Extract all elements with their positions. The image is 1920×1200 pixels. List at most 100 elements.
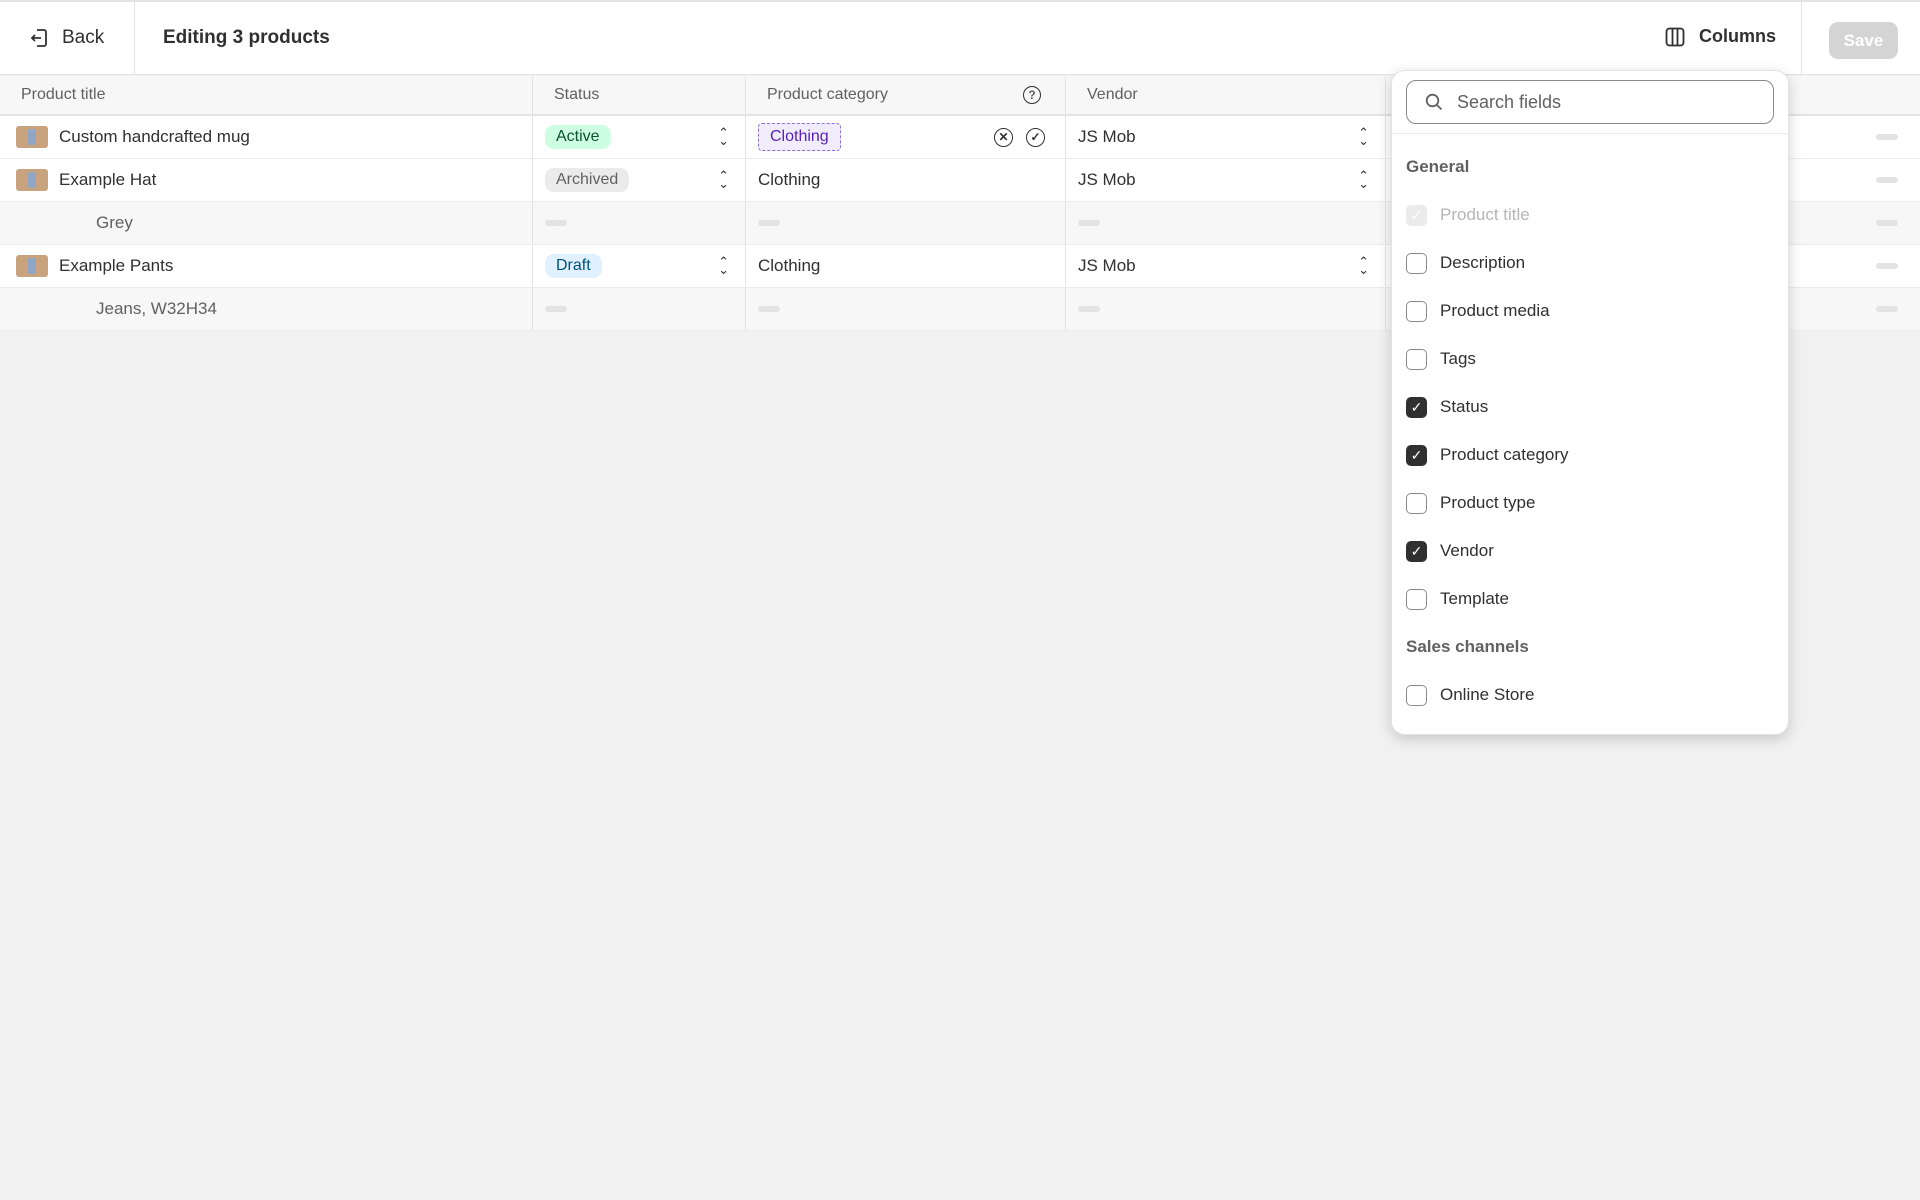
divider — [1392, 133, 1788, 134]
column-option-label: Product media — [1440, 301, 1550, 320]
empty-dash — [1876, 220, 1898, 226]
extra-cell — [1386, 288, 1920, 330]
vendor-value: JS Mob — [1078, 127, 1136, 146]
column-option[interactable]: Product media — [1392, 287, 1788, 335]
column-option[interactable]: Tags — [1392, 335, 1788, 383]
column-header-status: Status — [533, 76, 746, 114]
variant-title[interactable]: Grey — [0, 202, 533, 244]
columns-icon — [1665, 27, 1685, 46]
columns-label: Columns — [1699, 26, 1777, 46]
product-thumbnail — [16, 169, 48, 191]
help-icon[interactable]: ? — [1023, 86, 1041, 104]
column-header-vendor: Vendor — [1066, 76, 1386, 114]
product-title: Example Hat — [59, 170, 157, 189]
status-cell-empty — [533, 202, 746, 244]
select-chevron-icon: ⌃ ⌄ — [1358, 254, 1369, 277]
vendor-select[interactable]: JS Mob ⌃ ⌄ — [1066, 116, 1386, 158]
column-option-label: Product type — [1440, 493, 1536, 512]
category-cell-empty — [746, 288, 1066, 330]
product-title-cell[interactable]: Example Pants — [0, 245, 533, 287]
columns-button[interactable]: Columns — [1665, 26, 1776, 47]
column-header-label: Product category — [767, 86, 888, 103]
page-title: Editing 3 products — [163, 27, 330, 48]
checkbox[interactable]: ✓ — [1406, 396, 1427, 418]
status-badge: Active — [545, 125, 611, 149]
checkbox[interactable] — [1406, 348, 1427, 370]
category-cell[interactable]: Clothing ✕ ✓ — [746, 116, 1066, 158]
extra-cell — [1386, 245, 1920, 287]
clear-icon[interactable]: ✕ — [994, 127, 1013, 147]
vendor-select[interactable]: JS Mob ⌃ ⌄ — [1066, 159, 1386, 201]
select-chevron-icon: ⌃ ⌄ — [718, 125, 729, 148]
empty-dash — [545, 306, 567, 312]
empty-dash — [758, 306, 780, 312]
empty-dash — [1876, 134, 1898, 140]
top-bar: Back Editing 3 products Columns Save — [0, 0, 1920, 77]
save-button[interactable]: Save — [1829, 22, 1898, 59]
category-cell[interactable]: Clothing — [746, 159, 1066, 201]
checkbox[interactable] — [1406, 492, 1427, 514]
status-select[interactable]: Draft ⌃ ⌄ — [533, 245, 746, 287]
vendor-cell-empty — [1066, 288, 1386, 330]
column-option-label: Product title — [1440, 205, 1530, 224]
column-option-label: Template — [1440, 589, 1509, 608]
status-badge: Archived — [545, 168, 630, 192]
exit-icon — [30, 29, 47, 47]
variant-title[interactable]: Jeans, W32H34 — [0, 288, 533, 330]
column-option[interactable]: Product type — [1392, 479, 1788, 527]
vendor-value: JS Mob — [1078, 170, 1136, 189]
column-header-product-title: Product title — [0, 76, 533, 114]
checkbox[interactable] — [1406, 300, 1427, 322]
empty-dash — [1876, 177, 1898, 183]
status-select[interactable]: Archived ⌃ ⌄ — [533, 159, 746, 201]
checkbox[interactable] — [1406, 684, 1427, 706]
product-title-cell[interactable]: Custom handcrafted mug — [0, 116, 533, 158]
category-cell-empty — [746, 202, 1066, 244]
checkbox: ✓ — [1406, 204, 1427, 226]
back-label: Back — [62, 27, 105, 48]
product-thumbnail — [16, 255, 48, 277]
column-option-label: Vendor — [1440, 541, 1494, 560]
select-chevron-icon: ⌃ ⌄ — [1358, 125, 1369, 148]
category-input-editing[interactable]: Clothing — [758, 123, 841, 151]
search-fields-input[interactable] — [1457, 91, 1757, 113]
empty-dash — [1876, 263, 1898, 269]
column-option[interactable]: ✓ Status — [1392, 383, 1788, 431]
column-option-label: Status — [1440, 397, 1489, 416]
product-thumbnail — [16, 126, 48, 148]
checkbox[interactable]: ✓ — [1406, 540, 1427, 562]
empty-dash — [758, 220, 780, 226]
columns-popover: General ✓ Product title Description Prod… — [1391, 70, 1789, 735]
checkbox[interactable] — [1406, 252, 1427, 274]
product-title: Custom handcrafted mug — [59, 127, 250, 146]
extra-cell — [1386, 202, 1920, 244]
checkbox[interactable] — [1406, 588, 1427, 610]
confirm-check-icon[interactable]: ✓ — [1026, 127, 1045, 147]
status-badge: Draft — [545, 254, 602, 278]
section-title: Sales channels — [1406, 637, 1529, 656]
category-cell[interactable]: Clothing — [746, 245, 1066, 287]
column-option[interactable]: Template — [1392, 575, 1788, 623]
product-title-cell[interactable]: Example Hat — [0, 159, 533, 201]
vendor-cell-empty — [1066, 202, 1386, 244]
scroll-fade — [1392, 704, 1788, 734]
category-value: Clothing — [758, 256, 821, 275]
column-option-label: Tags — [1440, 349, 1476, 368]
back-button[interactable]: Back — [0, 2, 135, 74]
column-option[interactable]: ✓ Vendor — [1392, 527, 1788, 575]
checkbox[interactable]: ✓ — [1406, 444, 1427, 466]
column-option[interactable]: ✓ Product category — [1392, 431, 1788, 479]
divider — [1801, 2, 1802, 77]
empty-dash — [1876, 306, 1898, 312]
category-value: Clothing — [758, 170, 821, 189]
extra-cell — [1386, 159, 1920, 201]
empty-dash — [545, 220, 567, 226]
column-option[interactable]: Description — [1392, 239, 1788, 287]
column-header-product-category: Product category? — [746, 76, 1066, 114]
product-title: Example Pants — [59, 256, 174, 275]
empty-dash — [1078, 306, 1100, 312]
search-fields[interactable] — [1406, 80, 1774, 124]
vendor-select[interactable]: JS Mob ⌃ ⌄ — [1066, 245, 1386, 287]
status-select[interactable]: Active ⌃ ⌄ — [533, 116, 746, 158]
empty-dash — [1078, 220, 1100, 226]
